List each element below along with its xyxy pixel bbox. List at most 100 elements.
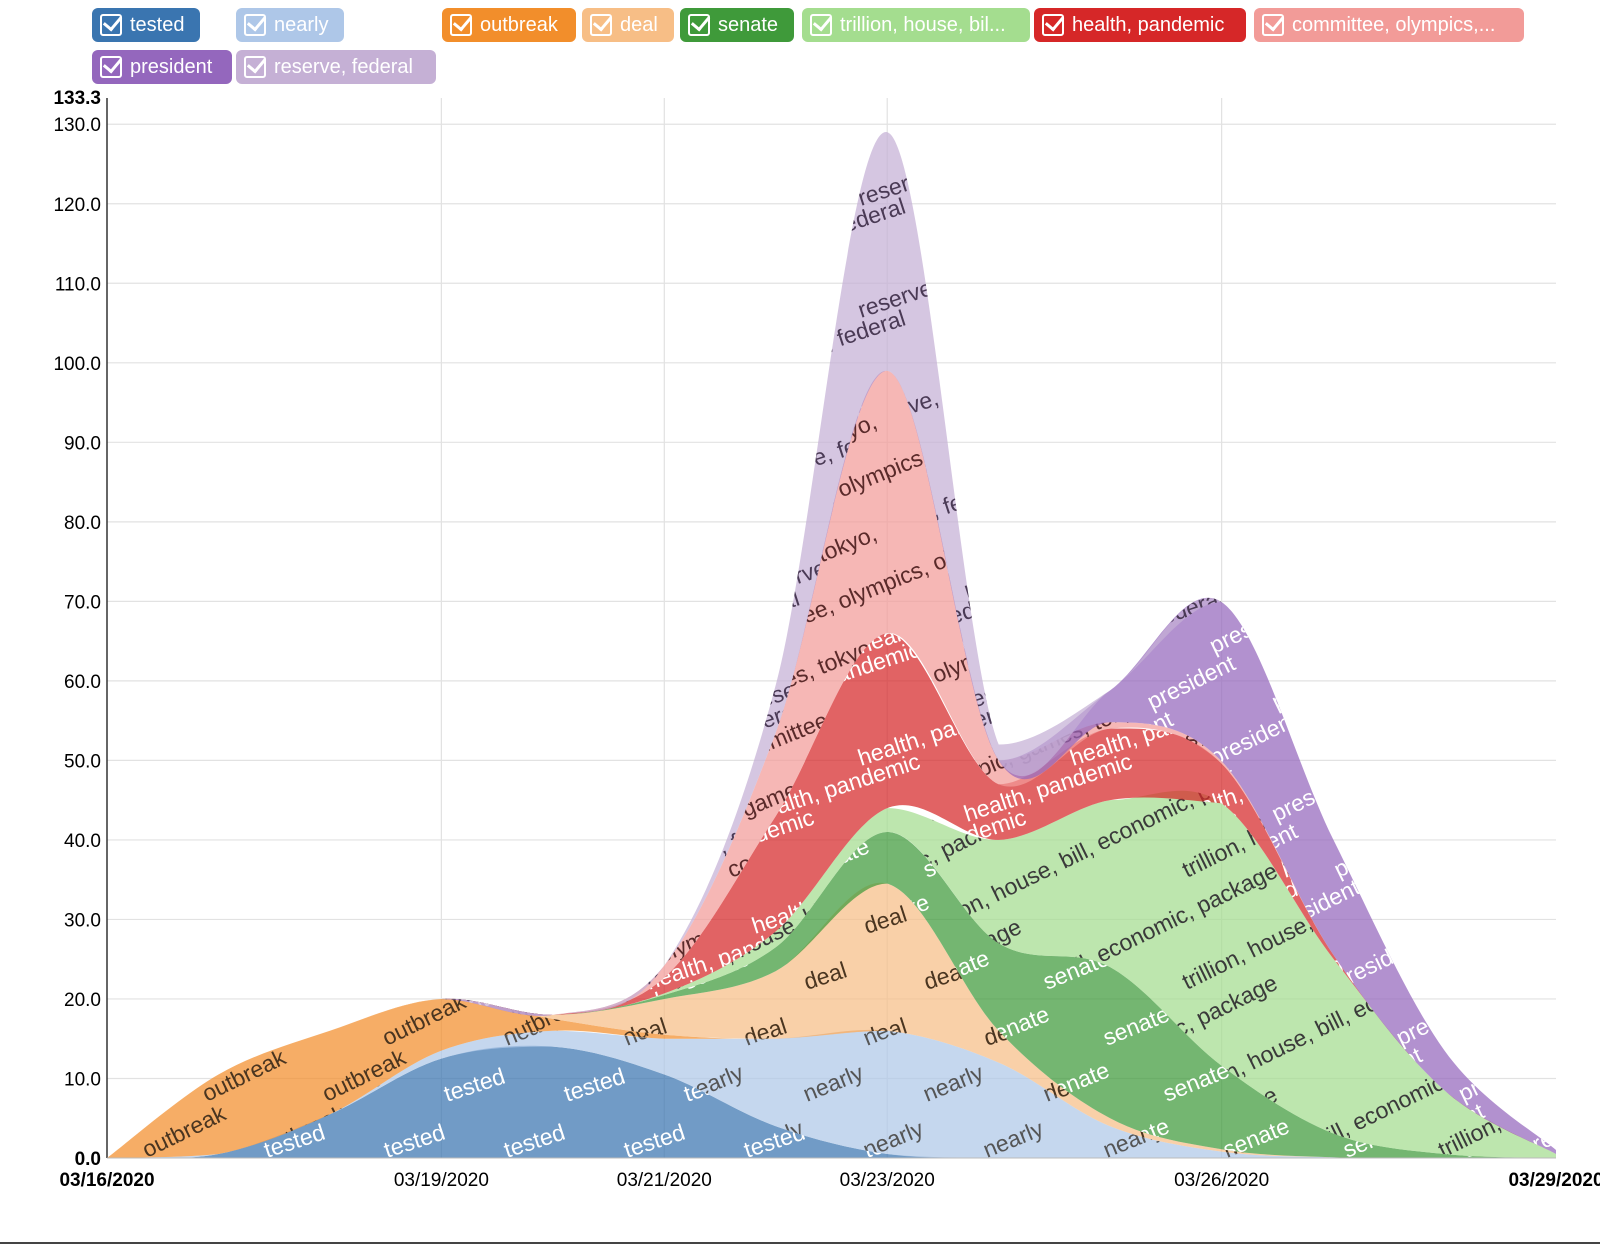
stream-label: health, pandemic	[1597, 748, 1600, 827]
stream-label: president	[520, 649, 617, 714]
stream-label: nearly	[0, 723, 27, 771]
stream-label: nearly	[499, 107, 567, 155]
stream-label: senate	[1399, 609, 1473, 659]
stream-label: senate	[1219, 441, 1293, 491]
stream-label: tested	[1341, 111, 1409, 155]
stream-label: nearly	[1399, 1171, 1467, 1219]
stream-label: deal	[1461, 677, 1510, 715]
stream-area-president[interactable]	[107, 370, 1556, 1158]
stream-label: health, pandemic	[113, 76, 288, 155]
legend-toggle-tested[interactable]: tested	[92, 8, 200, 42]
stream-label: health, pandemic	[113, 412, 288, 491]
stream-label: senate	[1459, 665, 1533, 715]
stream-label: senate	[1219, 0, 1293, 43]
stream-area-health-pandemic[interactable]	[107, 633, 1556, 1158]
stream-label: outbreak	[0, 484, 50, 547]
stream-label: deal	[1341, 117, 1390, 155]
stream-label: tested	[261, 447, 329, 491]
stream-label: outbreak	[1038, 596, 1130, 659]
stream-label: reserve, federal	[1067, 249, 1227, 323]
stream-label: tested	[1521, 727, 1589, 771]
stream-area-nearly[interactable]	[107, 1029, 1556, 1159]
stream-label: reserve, federal	[113, 1201, 273, 1246]
stream-label: tested	[1341, 671, 1409, 715]
stream-area-committee-olympics[interactable]	[107, 370, 1556, 1158]
stream-label: nearly	[1519, 387, 1587, 435]
stream-label: health, pandemic	[325, 300, 500, 379]
legend-toggle-president[interactable]: president	[92, 50, 232, 84]
stream-label: nearly	[319, 947, 387, 995]
stream-area-senate[interactable]	[107, 831, 1556, 1159]
stream-label: senate	[559, 609, 633, 659]
stream-label: deal	[1161, 285, 1210, 323]
legend-toggle-nearly[interactable]: nearly	[236, 8, 344, 42]
stream-label: nearly	[1219, 0, 1287, 43]
stream-label: nearly	[139, 0, 207, 43]
legend-toggle-outbreak[interactable]: outbreak	[442, 8, 576, 42]
stream-label: tested	[1041, 1175, 1109, 1219]
stream-label: president	[1018, 425, 1115, 490]
stream-area-trillion-house-bil[interactable]	[107, 790, 1556, 1158]
stream-label: outbreak	[678, 260, 770, 323]
stream-label: deal	[1341, 5, 1390, 43]
stream-label: senate	[799, 49, 873, 99]
stream-label: reserve, federal	[643, 473, 803, 547]
stream-label: president	[1081, 145, 1178, 210]
stream-label: outbreak	[258, 764, 350, 827]
stream-label: nearly	[559, 499, 627, 547]
stream-label: deal	[21, 789, 70, 827]
stream-label: deal	[1161, 397, 1210, 435]
stream-label: nearly	[439, 387, 507, 435]
stream-label: committee, olympics, olympic, games, tok…	[1273, 16, 1600, 211]
stream-label: outbreak	[378, 652, 470, 715]
stream-label: senate	[0, 609, 33, 659]
stream-label: health, pandemic	[1597, 860, 1600, 939]
legend-toggle-reserve[interactable]: reserve, federal	[236, 50, 436, 84]
stream-label: tested	[1461, 447, 1529, 491]
stream-label: outbreak	[1578, 540, 1600, 603]
stream-label: deal	[0, 173, 10, 211]
stream-area-deal[interactable]	[107, 882, 1556, 1158]
legend-toggle-trillion[interactable]: trillion, house, bil...	[802, 8, 1030, 42]
stream-label: deal	[1161, 173, 1210, 211]
stream-label: reserve, federal	[113, 81, 273, 155]
stream-label: reserve, federal	[961, 81, 1121, 155]
stream-label: reserve, federal	[219, 921, 379, 995]
y-tick-label: 120.0	[53, 195, 101, 216]
stream-label: senate	[499, 217, 573, 267]
stream-label: president	[1205, 257, 1302, 322]
stream-label: trillion, house, bill, economic, package	[922, 0, 1282, 42]
legend-toggle-committee[interactable]: committee, olympics,...	[1254, 8, 1524, 42]
stream-area-outbreak[interactable]	[107, 998, 1556, 1158]
stream-label: president	[271, 761, 368, 826]
stream-label: nearly	[499, 779, 567, 827]
stream-label: committee, olympics, olympic, games, tok…	[1548, 408, 1600, 603]
stream-label: reserve, federal	[431, 249, 591, 323]
stream-label: tested	[1041, 615, 1109, 659]
stream-label: senate	[439, 609, 513, 659]
stream-label: reserve, federal	[1491, 1033, 1600, 1107]
stream-label: president	[209, 369, 306, 434]
stream-label: outbreak	[1458, 764, 1550, 827]
stream-label: senate	[619, 441, 693, 491]
stream-label: senate	[319, 721, 393, 771]
stream-label: deal	[981, 453, 1030, 491]
stream-label: president	[1579, 145, 1600, 210]
stream-label: tested	[981, 0, 1049, 43]
stream-label: president	[707, 257, 804, 322]
legend-toggle-health[interactable]: health, pandemic	[1034, 8, 1246, 42]
stream-label: nearly	[379, 891, 447, 939]
stream-label: health, pandemic	[1173, 412, 1348, 491]
legend-toggle-deal[interactable]: deal	[582, 8, 674, 42]
stream-label: deal	[1041, 1181, 1090, 1219]
stream-label: health, pandemic	[537, 860, 712, 939]
stream-label: senate	[1399, 721, 1473, 771]
stream-label: nearly	[679, 51, 747, 99]
legend-toggle-senate[interactable]: senate	[680, 8, 794, 42]
stream-area-tested[interactable]	[107, 1045, 1556, 1159]
stream-label: deal	[561, 621, 610, 659]
stream-label: trillion, house, bill, economic, package	[922, 409, 1282, 602]
stream-label: outbreak	[138, 316, 230, 379]
stream-label: reserve, federal	[1279, 473, 1439, 547]
stream-label: outbreak	[0, 1044, 50, 1107]
